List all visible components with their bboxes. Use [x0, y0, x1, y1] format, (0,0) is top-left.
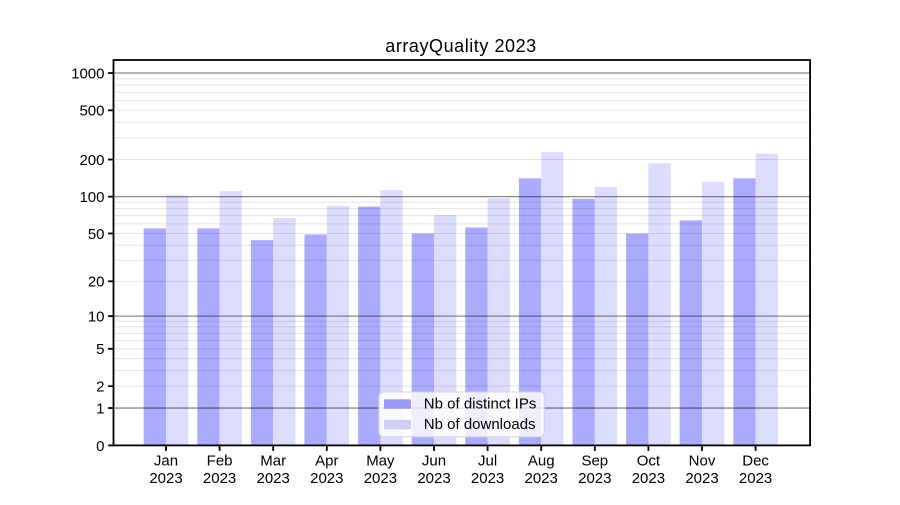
svg-text:2023: 2023 [685, 470, 718, 487]
svg-text:2023: 2023 [578, 470, 611, 487]
svg-text:20: 20 [88, 274, 105, 291]
svg-text:Jan: Jan [154, 453, 178, 470]
svg-text:1: 1 [96, 400, 104, 417]
svg-text:2023: 2023 [471, 470, 504, 487]
svg-text:50: 50 [88, 226, 105, 243]
svg-text:2: 2 [96, 379, 104, 396]
svg-text:5: 5 [96, 341, 104, 358]
svg-text:2023: 2023 [310, 470, 343, 487]
svg-text:Jul: Jul [478, 453, 497, 470]
svg-text:Dec: Dec [742, 453, 769, 470]
svg-text:Aug: Aug [528, 453, 555, 470]
svg-text:2023: 2023 [525, 470, 558, 487]
svg-text:200: 200 [79, 152, 104, 169]
svg-text:Nov: Nov [689, 453, 716, 470]
svg-text:Nb of distinct IPs: Nb of distinct IPs [424, 396, 537, 413]
svg-text:500: 500 [79, 103, 104, 120]
svg-text:1000: 1000 [71, 65, 104, 82]
svg-text:2023: 2023 [257, 470, 290, 487]
svg-text:0: 0 [96, 438, 104, 455]
svg-text:2023: 2023 [739, 470, 772, 487]
svg-text:arrayQuality 2023: arrayQuality 2023 [385, 36, 536, 56]
svg-text:Sep: Sep [581, 453, 608, 470]
svg-text:Oct: Oct [637, 453, 661, 470]
svg-text:May: May [366, 453, 395, 470]
svg-text:Nb of downloads: Nb of downloads [424, 416, 536, 433]
svg-text:2023: 2023 [632, 470, 665, 487]
svg-text:Apr: Apr [315, 453, 338, 470]
svg-text:2023: 2023 [364, 470, 397, 487]
svg-text:10: 10 [88, 309, 105, 326]
svg-text:Mar: Mar [260, 453, 286, 470]
svg-text:Jun: Jun [422, 453, 446, 470]
svg-text:2023: 2023 [149, 470, 182, 487]
svg-text:2023: 2023 [417, 470, 450, 487]
svg-text:2023: 2023 [203, 470, 236, 487]
svg-text:100: 100 [79, 189, 104, 206]
svg-text:Feb: Feb [207, 453, 233, 470]
